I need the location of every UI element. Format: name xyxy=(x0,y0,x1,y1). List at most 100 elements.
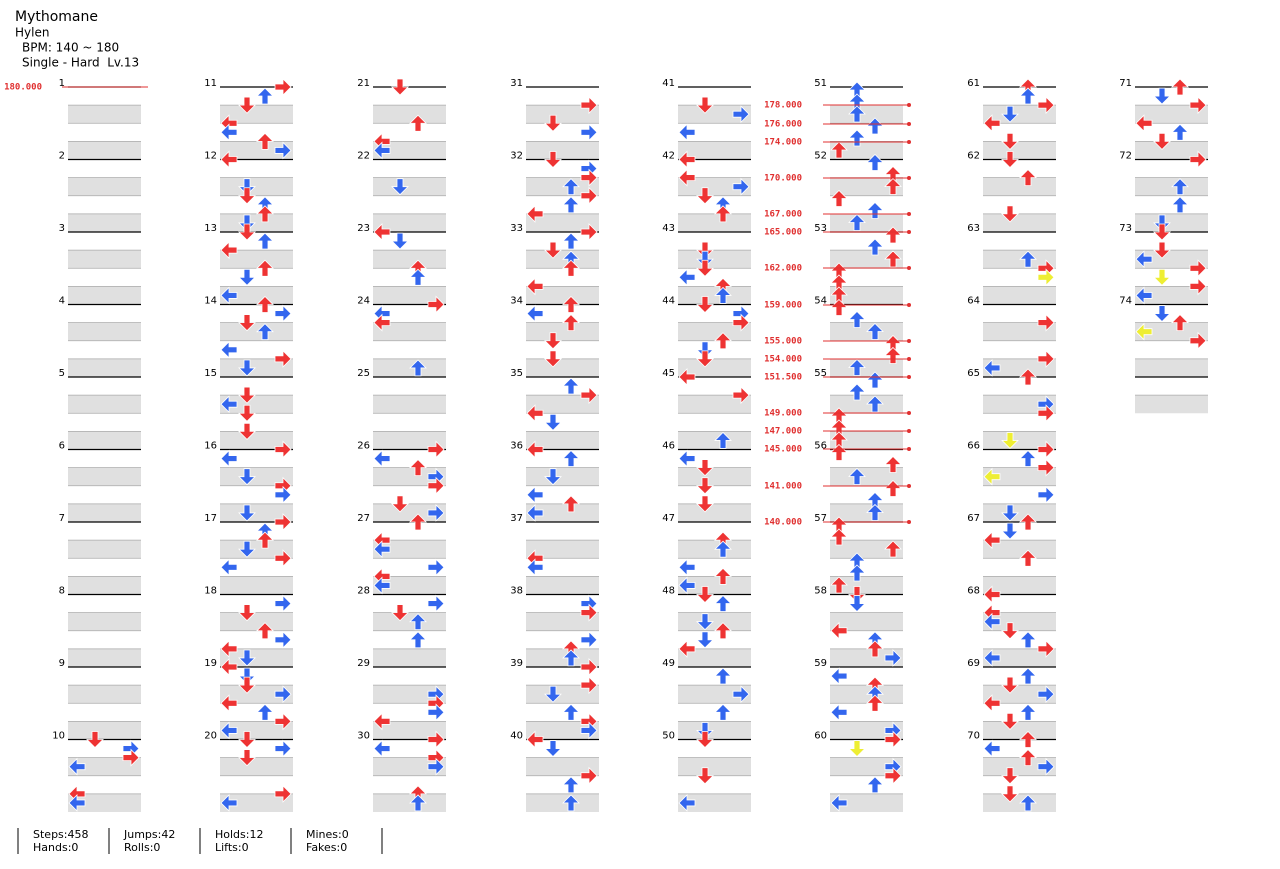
beat-band xyxy=(1135,286,1208,305)
arrow-shape xyxy=(1037,685,1055,704)
arrow xyxy=(238,667,256,685)
arrow-shape xyxy=(884,766,902,785)
beat-band xyxy=(220,576,293,595)
beat-band xyxy=(526,721,599,740)
arrow xyxy=(1001,504,1019,522)
arrow xyxy=(848,358,866,376)
arrow xyxy=(830,793,848,812)
beat-band xyxy=(373,105,446,124)
measure-number: 57 xyxy=(814,513,827,524)
arrow-shape xyxy=(238,604,256,622)
beat-band xyxy=(68,576,141,595)
arrow-shape xyxy=(409,268,427,286)
arrow-shape xyxy=(238,749,256,767)
arrow-shape xyxy=(220,395,238,414)
arrow-shape xyxy=(238,96,256,114)
arrow xyxy=(238,187,256,205)
arrow xyxy=(238,468,256,486)
arrow xyxy=(562,776,580,794)
bpm-dot xyxy=(907,520,911,524)
measure-number: 5 xyxy=(59,368,65,379)
arrow-shape xyxy=(238,223,256,241)
arrow xyxy=(884,648,902,667)
arrow xyxy=(373,540,391,559)
arrow-shape xyxy=(1037,313,1055,332)
arrow-shape xyxy=(983,114,1001,133)
arrow xyxy=(732,105,750,124)
measure-number: 4 xyxy=(59,296,65,307)
bpm-label: 151.500 xyxy=(764,373,802,383)
arrow xyxy=(866,238,884,256)
measure-number: 47 xyxy=(662,513,675,524)
arrow-shape xyxy=(580,603,598,622)
arrow-shape xyxy=(526,503,544,522)
arrow-shape xyxy=(562,649,580,667)
beat-band xyxy=(373,757,446,776)
arrow-shape xyxy=(86,731,104,749)
arrow-shape xyxy=(274,685,292,704)
arrow xyxy=(544,468,562,486)
arrow-shape xyxy=(238,667,256,685)
arrow-shape xyxy=(678,639,696,658)
arrow xyxy=(1001,205,1019,223)
arrow xyxy=(238,649,256,667)
beat-band xyxy=(220,685,293,704)
arrow xyxy=(1153,87,1171,105)
beat-band xyxy=(678,612,751,631)
arrow-shape xyxy=(696,296,714,314)
bpm-dot xyxy=(907,212,911,216)
arrow-shape xyxy=(68,757,86,776)
arrow xyxy=(1019,749,1037,767)
measure-number: 52 xyxy=(814,151,827,162)
arrow-shape xyxy=(696,495,714,513)
arrow xyxy=(238,749,256,767)
arrow xyxy=(373,449,391,468)
beat-band xyxy=(830,177,903,196)
arrow-shape xyxy=(274,712,292,731)
beat-band xyxy=(373,250,446,269)
arrow xyxy=(983,531,1001,550)
arrow xyxy=(696,459,714,477)
arrow xyxy=(678,123,696,142)
beat-band xyxy=(983,576,1056,595)
arrow-shape xyxy=(220,658,238,676)
arrow-shape xyxy=(274,739,292,758)
arrow-shape xyxy=(1019,513,1037,531)
arrow xyxy=(884,250,902,268)
beat-band xyxy=(983,141,1056,160)
arrow xyxy=(1153,305,1171,323)
arrow xyxy=(848,564,866,582)
beat-band xyxy=(373,213,446,232)
arrow-shape xyxy=(562,196,580,214)
arrow-shape xyxy=(409,459,427,477)
measure-number: 59 xyxy=(814,658,827,669)
arrow-shape xyxy=(562,449,580,467)
beat-band xyxy=(68,322,141,341)
arrow-shape xyxy=(526,304,544,323)
beat-band xyxy=(373,540,446,559)
measure-number: 68 xyxy=(967,586,980,597)
arrow xyxy=(274,784,292,803)
arrow xyxy=(562,259,580,277)
arrow-shape xyxy=(526,558,544,577)
bpm-label: 159.000 xyxy=(764,301,802,311)
beat-band xyxy=(68,648,141,667)
beat-band xyxy=(68,721,141,740)
arrow xyxy=(1019,703,1037,721)
arrow-shape xyxy=(526,204,544,223)
arrow xyxy=(274,685,292,704)
beat-band xyxy=(830,467,903,486)
arrow-shape xyxy=(544,740,562,758)
measure-number: 63 xyxy=(967,223,980,234)
arrow-shape xyxy=(848,383,866,401)
arrow-shape xyxy=(526,485,544,504)
arrow xyxy=(238,422,256,440)
arrow-shape xyxy=(1001,767,1019,785)
arrow xyxy=(238,540,256,558)
measure-number: 6 xyxy=(59,441,65,452)
arrow xyxy=(238,676,256,694)
arrow xyxy=(238,404,256,422)
arrow-shape xyxy=(238,731,256,749)
arrow-shape xyxy=(884,730,902,749)
